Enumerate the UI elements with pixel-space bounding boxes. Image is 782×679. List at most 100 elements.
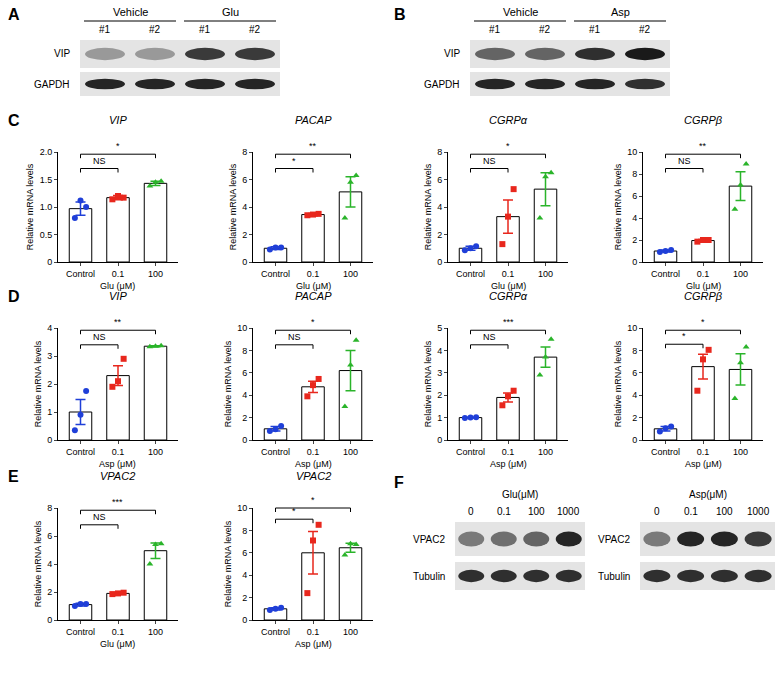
svg-text:VIP: VIP xyxy=(109,114,127,126)
svg-text:4: 4 xyxy=(47,323,52,333)
svg-text:1: 1 xyxy=(47,407,52,417)
svg-text:*: * xyxy=(506,141,510,151)
svg-text:Vehicle: Vehicle xyxy=(113,6,148,18)
svg-text:**: ** xyxy=(699,141,707,151)
svg-text:2: 2 xyxy=(632,413,637,423)
svg-text:0: 0 xyxy=(47,615,52,625)
svg-text:2: 2 xyxy=(47,379,52,389)
svg-text:CGRPβ: CGRPβ xyxy=(684,114,723,126)
svg-text:NS: NS xyxy=(288,332,301,342)
svg-text:3: 3 xyxy=(47,351,52,361)
svg-text:*: * xyxy=(311,317,315,327)
svg-text:Control: Control xyxy=(651,269,680,279)
svg-text:Glu: Glu xyxy=(222,6,239,18)
svg-text:#1: #1 xyxy=(589,24,601,35)
svg-text:4: 4 xyxy=(437,202,442,212)
svg-text:***: *** xyxy=(503,317,514,327)
svg-text:*: * xyxy=(701,317,705,327)
svg-text:Control: Control xyxy=(261,269,290,279)
svg-text:GAPDH: GAPDH xyxy=(424,79,460,90)
svg-text:0: 0 xyxy=(468,506,474,517)
svg-text:10: 10 xyxy=(237,323,247,333)
svg-text:Relative mRNA levels: Relative mRNA levels xyxy=(423,340,433,427)
svg-text:Vehicle: Vehicle xyxy=(503,6,538,18)
svg-text:C: C xyxy=(8,112,20,129)
svg-text:2: 2 xyxy=(242,593,247,603)
svg-text:F: F xyxy=(394,474,404,491)
svg-text:E: E xyxy=(8,468,19,485)
svg-text:4: 4 xyxy=(437,346,442,356)
svg-text:6: 6 xyxy=(632,191,637,201)
svg-text:100: 100 xyxy=(343,447,358,457)
svg-text:0.1: 0.1 xyxy=(307,269,320,279)
svg-text:0.1: 0.1 xyxy=(502,269,515,279)
svg-text:6: 6 xyxy=(242,175,247,185)
svg-text:Control: Control xyxy=(261,627,290,637)
svg-text:2: 2 xyxy=(437,390,442,400)
svg-text:4: 4 xyxy=(242,202,247,212)
svg-text:2: 2 xyxy=(242,413,247,423)
svg-text:Glu (μM): Glu (μM) xyxy=(100,281,135,291)
svg-text:CGRPβ: CGRPβ xyxy=(684,290,723,302)
svg-text:VPAC2: VPAC2 xyxy=(296,470,331,482)
svg-text:NS: NS xyxy=(93,332,106,342)
svg-text:***: *** xyxy=(112,497,123,507)
svg-text:Glu (μM): Glu (μM) xyxy=(686,281,721,291)
svg-text:VIP: VIP xyxy=(109,290,127,302)
svg-text:0.1: 0.1 xyxy=(697,447,710,457)
svg-text:0: 0 xyxy=(632,435,637,445)
svg-text:#2: #2 xyxy=(249,24,261,35)
svg-text:Control: Control xyxy=(456,447,485,457)
svg-text:0.1: 0.1 xyxy=(684,506,698,517)
svg-text:CGRPα: CGRPα xyxy=(489,290,528,302)
svg-text:100: 100 xyxy=(733,447,748,457)
svg-text:Control: Control xyxy=(66,447,95,457)
svg-text:0.1: 0.1 xyxy=(502,447,515,457)
svg-text:0.1: 0.1 xyxy=(497,506,511,517)
svg-text:GAPDH: GAPDH xyxy=(34,79,70,90)
svg-text:Relative mRNA levels: Relative mRNA levels xyxy=(33,340,43,427)
svg-text:VIP: VIP xyxy=(54,48,70,59)
svg-text:4: 4 xyxy=(632,213,637,223)
svg-text:Asp (μM): Asp (μM) xyxy=(295,639,332,649)
svg-text:0: 0 xyxy=(47,257,52,267)
svg-text:0.1: 0.1 xyxy=(112,447,125,457)
svg-text:0: 0 xyxy=(242,257,247,267)
svg-text:8: 8 xyxy=(437,147,442,157)
svg-text:Relative mRNA levels: Relative mRNA levels xyxy=(423,163,433,250)
svg-text:NS: NS xyxy=(483,332,496,342)
svg-text:#1: #1 xyxy=(489,24,501,35)
svg-text:2: 2 xyxy=(632,235,637,245)
svg-text:**: ** xyxy=(309,141,317,151)
svg-text:4: 4 xyxy=(242,570,247,580)
svg-text:VPAC2: VPAC2 xyxy=(100,470,135,482)
svg-text:#1: #1 xyxy=(199,24,211,35)
svg-text:8: 8 xyxy=(632,169,637,179)
svg-text:6: 6 xyxy=(437,175,442,185)
svg-text:Relative mRNA levels: Relative mRNA levels xyxy=(613,163,623,250)
svg-text:2: 2 xyxy=(437,230,442,240)
svg-text:0: 0 xyxy=(437,435,442,445)
svg-text:6: 6 xyxy=(47,531,52,541)
svg-text:Control: Control xyxy=(651,447,680,457)
svg-text:Asp (μM): Asp (μM) xyxy=(99,459,136,469)
svg-text:100: 100 xyxy=(716,506,733,517)
svg-text:VPAC2: VPAC2 xyxy=(413,534,445,545)
svg-text:100: 100 xyxy=(148,269,163,279)
svg-text:Tubulin: Tubulin xyxy=(413,571,445,582)
svg-text:100: 100 xyxy=(538,269,553,279)
svg-text:*: * xyxy=(682,331,686,341)
svg-text:NS: NS xyxy=(93,512,106,522)
svg-text:NS: NS xyxy=(93,156,106,166)
svg-text:Asp: Asp xyxy=(611,6,630,18)
svg-text:100: 100 xyxy=(528,506,545,517)
svg-text:0.1: 0.1 xyxy=(697,269,710,279)
svg-text:0.1: 0.1 xyxy=(307,627,320,637)
svg-text:Relative mRNA levels: Relative mRNA levels xyxy=(25,163,35,250)
svg-text:VPAC2: VPAC2 xyxy=(598,534,630,545)
svg-text:1000: 1000 xyxy=(557,506,580,517)
svg-text:**: ** xyxy=(114,317,122,327)
svg-text:1.5: 1.5 xyxy=(40,175,53,185)
svg-text:2: 2 xyxy=(242,230,247,240)
svg-text:Control: Control xyxy=(66,269,95,279)
